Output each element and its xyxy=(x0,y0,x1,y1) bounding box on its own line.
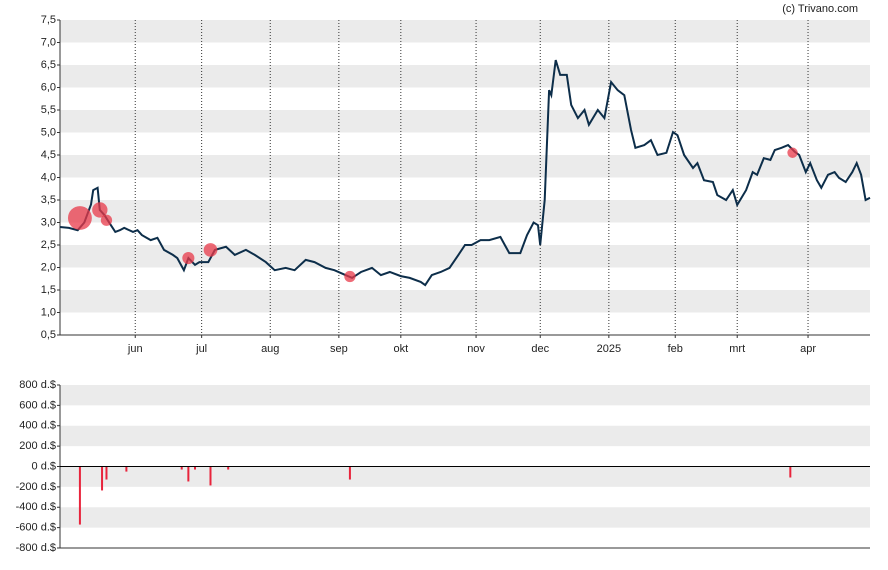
x-tick-label: 2025 xyxy=(597,343,621,355)
bar xyxy=(78,466,81,525)
y-tick-label: 800 d.$ xyxy=(19,379,56,391)
grid-band xyxy=(60,466,870,487)
y-tick-label: 3,0 xyxy=(41,216,56,228)
y-tick-label: 6,0 xyxy=(41,81,56,93)
bar xyxy=(187,466,190,482)
x-tick-label: jul xyxy=(195,343,207,355)
y-tick-label: 1,5 xyxy=(41,284,56,296)
y-tick-label: 0,5 xyxy=(41,329,56,341)
y-tick-label: -400 d.$ xyxy=(16,501,56,513)
x-tick-label: mrt xyxy=(729,343,745,355)
trade-bubble xyxy=(203,243,218,257)
grid-band xyxy=(60,290,870,313)
bar xyxy=(194,466,196,470)
trade-bubble xyxy=(100,214,113,226)
bar xyxy=(348,466,351,480)
y-tick-label: -600 d.$ xyxy=(16,522,56,534)
bar xyxy=(125,466,128,472)
y-tick-label: 4,5 xyxy=(41,149,56,161)
y-tick-label: 7,5 xyxy=(41,14,56,26)
y-tick-label: 7,0 xyxy=(41,36,56,48)
trade-bubble xyxy=(182,251,195,265)
x-tick-label: dec xyxy=(531,343,549,355)
y-tick-label: 3,5 xyxy=(41,194,56,206)
price-line xyxy=(59,59,871,287)
bar xyxy=(209,466,212,486)
y-tick-label: 200 d.$ xyxy=(19,440,56,452)
x-tick-label: okt xyxy=(393,343,408,355)
y-tick-label: -800 d.$ xyxy=(16,542,56,554)
y-tick-label: 2,5 xyxy=(41,239,56,251)
trade-bubble xyxy=(92,202,108,218)
grid-band xyxy=(60,110,870,133)
x-tick-label: nov xyxy=(467,343,485,355)
grid-band xyxy=(60,155,870,178)
copyright: (c) Trivano.com xyxy=(782,3,858,15)
grid-band xyxy=(60,20,870,43)
bar xyxy=(180,466,183,470)
grid-band xyxy=(60,425,870,447)
bar xyxy=(101,466,104,491)
y-tick-label: 2,0 xyxy=(41,261,56,273)
x-tick-label: aug xyxy=(261,343,279,355)
grid-band xyxy=(60,245,870,268)
y-tick-label: 600 d.$ xyxy=(19,399,56,411)
y-tick-label: 1,0 xyxy=(41,306,56,318)
bar xyxy=(105,466,108,480)
x-tick-label: apr xyxy=(800,343,816,355)
y-tick-label: 5,0 xyxy=(41,126,56,138)
bar xyxy=(789,466,792,478)
y-tick-label: -200 d.$ xyxy=(16,481,56,493)
trade-bubble xyxy=(344,270,356,283)
y-tick-label: 4,0 xyxy=(41,171,56,183)
trade-bubble xyxy=(787,147,798,158)
y-tick-label: 400 d.$ xyxy=(19,420,56,432)
grid-band xyxy=(60,65,870,88)
x-tick-label: sep xyxy=(330,343,348,355)
bar xyxy=(227,466,230,470)
x-tick-label: jun xyxy=(127,343,143,355)
y-tick-label: 0 d.$ xyxy=(32,460,56,472)
x-tick-label: feb xyxy=(668,343,683,355)
grid-band xyxy=(60,507,870,528)
grid-band xyxy=(60,200,870,223)
y-tick-label: 5,5 xyxy=(41,104,56,116)
trade-bubble xyxy=(67,206,92,230)
y-tick-label: 6,5 xyxy=(41,59,56,71)
grid-band xyxy=(60,385,870,406)
